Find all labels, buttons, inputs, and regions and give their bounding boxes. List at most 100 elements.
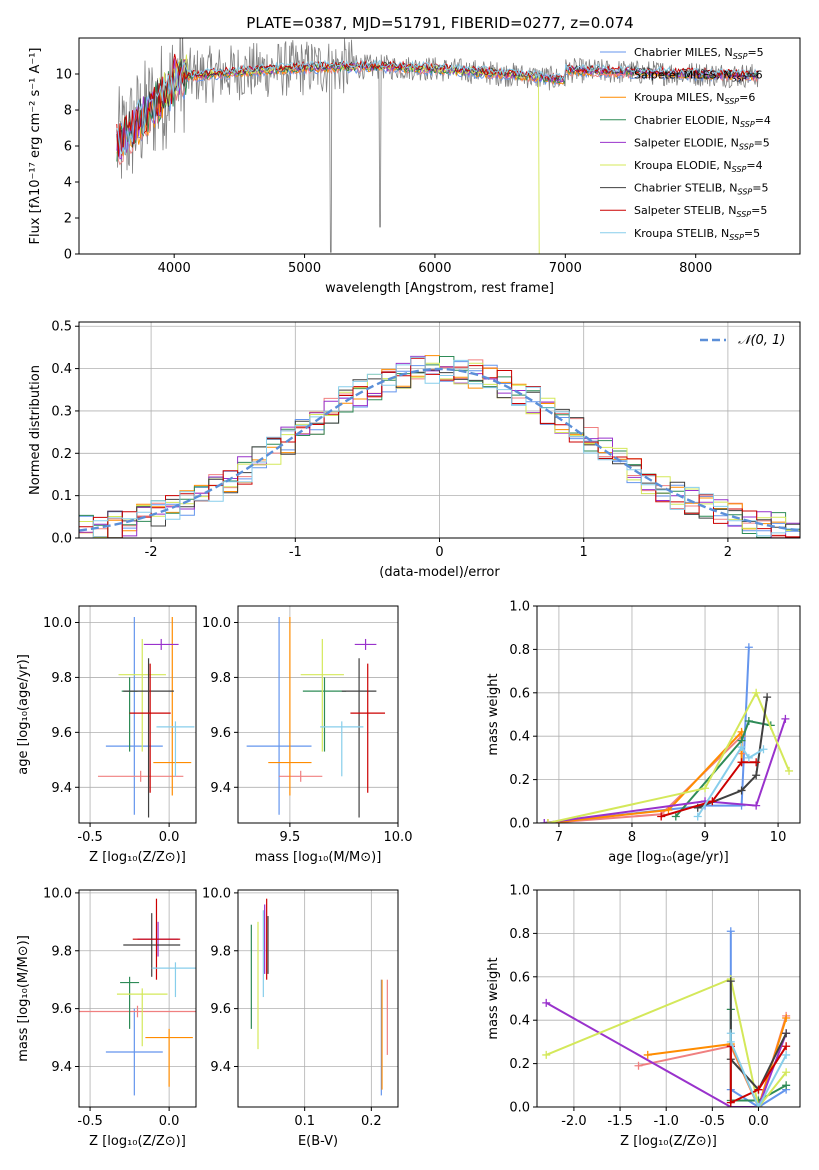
- age_vs_Z-panel: -0.5 0.0 9.4 9.6 9.8 10.0 Z [log₁₀(Z/Z⊙)] age […: [16, 605, 197, 865]
- weight_vs_age-ytick-label: 0.4: [509, 730, 530, 745]
- age_vs_Z-xtick-label: 0.0: [159, 830, 180, 845]
- mass_vs_ebv-ytick-label: 10.0: [202, 886, 231, 901]
- weight-series-marker: [782, 1029, 791, 1038]
- weight-series-line: [697, 696, 769, 809]
- mass_vs_ebv-xlabel: E(B-V): [298, 1134, 338, 1149]
- gaussian-reference-curve: [79, 367, 800, 532]
- mass_vs_Z-ytick-label: 9.4: [51, 1060, 72, 1075]
- residuals-plot-area: [79, 355, 800, 538]
- weight_vs_age-ytick-label: 0.0: [509, 817, 530, 832]
- spectrum-xtick-label: 7000: [549, 261, 582, 276]
- legend-subscript: SSP: [732, 165, 747, 174]
- residuals-xtick-label: 2: [724, 545, 732, 560]
- weight-series-marker: [763, 693, 772, 702]
- weight_vs_age-ytick-label: 0.2: [509, 773, 530, 788]
- mass_vs_Z-ytick-label: 9.6: [51, 1002, 72, 1017]
- legend-entry: 𝒩(0, 1): [738, 333, 785, 348]
- legend-subscript: SSP: [729, 233, 744, 242]
- age_vs_mass-xlabel: mass [log₁₀(M/M⊙)]: [255, 850, 382, 865]
- weight_vs_Z-xtick-label: -2.0: [561, 1114, 586, 1129]
- weight_vs_Z-ytick-label: 1.0: [509, 884, 530, 899]
- weight_vs_Z-ytick-label: 0.0: [509, 1101, 530, 1116]
- spectrum-xtick-label: 8000: [679, 261, 712, 276]
- weight_vs_age-xtick-label: 10: [770, 830, 787, 845]
- weight-series-marker: [737, 758, 746, 767]
- mass_vs_Z-panel: -0.5 0.0 9.4 9.6 9.8 10.0 Z [log₁₀(Z/Z⊙)] mass …: [16, 886, 197, 1149]
- weight-series-marker: [752, 771, 761, 780]
- spectrum-ytick-label: 8: [64, 104, 72, 119]
- spectrum-xtick-label: 4000: [158, 261, 191, 276]
- legend-entry: Kroupa STELIB, NSSP=5: [634, 227, 760, 242]
- spectrum-panel: 4000 5000 6000 7000 8000 0 2 4 6 8 10 wavelength [A…: [28, 37, 801, 296]
- mass_vs_Z-plot-area: [79, 898, 196, 1096]
- weight-series-marker: [701, 784, 710, 793]
- spectrum-xtick-label: 6000: [418, 261, 451, 276]
- residuals-xtick-label: -1: [289, 545, 302, 560]
- spectrum-plot-area: [116, 38, 759, 254]
- spectrum-model-line: [116, 60, 759, 154]
- weight_vs_Z-ytick-label: 0.2: [509, 1057, 530, 1072]
- mass_vs_ebv-ytick-label: 9.6: [210, 1002, 231, 1017]
- age_vs_mass-xtick-label: 9.5: [280, 830, 301, 845]
- spectrum-ylabel: Flux [fλ10⁻¹⁷ erg cm⁻² s⁻¹ A⁻¹]: [28, 48, 43, 245]
- weight-series-marker: [542, 1050, 551, 1059]
- age_vs_mass-ytick-label: 9.6: [210, 726, 231, 741]
- weight_vs_Z-xtick-label: -1.0: [654, 1114, 679, 1129]
- weight_vs_Z-plot-area: [542, 927, 791, 1107]
- weight_vs_Z-xlabel: Z [log₁₀(Z/Z⊙)]: [620, 1134, 717, 1149]
- legend-suffix: =4: [746, 159, 762, 172]
- weight_vs_age-ylabel: mass weight: [486, 673, 501, 755]
- spectrum-ytick-label: 6: [64, 140, 72, 155]
- weight-series-line: [545, 977, 787, 1107]
- weight-series-marker: [782, 1068, 791, 1077]
- legend-subscript: SSP: [732, 75, 747, 84]
- legend-subscript: SSP: [724, 97, 739, 106]
- residuals-xtick-label: -2: [145, 545, 158, 560]
- age_vs_mass-ytick-label: 9.4: [210, 781, 231, 796]
- age_vs_mass-plot-area: [246, 616, 386, 818]
- weight_vs_age-ytick-label: 0.8: [509, 643, 530, 658]
- weight_vs_age-plot-area: [540, 643, 794, 823]
- weight_vs_Z-xtick-label: -1.5: [607, 1114, 632, 1129]
- legend-name: Kroupa MILES, N: [634, 91, 724, 104]
- mass_vs_ebv-plot-area: [250, 898, 388, 1096]
- weight_vs_Z-xtick-label: -0.5: [700, 1114, 725, 1129]
- weight-series-marker: [754, 1103, 763, 1107]
- residuals-ytick-label: 0.5: [51, 320, 72, 335]
- weight_vs_Z-xtick-label: 0.0: [748, 1114, 769, 1129]
- spectrum-xtick-label: 5000: [288, 261, 321, 276]
- weight-series-marker: [744, 717, 753, 726]
- mass_vs_ebv-frame: [237, 889, 399, 1108]
- legend-subscript: SSP: [738, 188, 753, 197]
- spectrum-model-line: [159, 54, 540, 254]
- legend-suffix: =5: [751, 204, 767, 217]
- spectrum-xlabel: wavelength [Angstrom, rest frame]: [325, 281, 554, 296]
- weight-series-marker: [737, 743, 746, 752]
- weight_vs_age-xtick-label: 9: [701, 830, 709, 845]
- age_vs_Z-frame: [78, 605, 197, 824]
- weight-series-marker: [726, 1029, 735, 1038]
- legend-suffix: =6: [739, 91, 755, 104]
- weight_vs_age-frame: [536, 605, 801, 824]
- mass_vs_Z-xlabel: Z [log₁₀(Z/Z⊙)]: [89, 1134, 186, 1149]
- legend-entry: Chabrier MILES, NSSP=5: [634, 46, 764, 61]
- mass_vs_ebv-ytick-label: 9.8: [210, 944, 231, 959]
- legend-entry: Chabrier ELODIE, NSSP=4: [634, 114, 771, 129]
- mass_vs_Z-ylabel: mass [log₁₀(M/M⊙)]: [16, 935, 31, 1062]
- weight_vs_age-ytick-label: 1.0: [509, 600, 530, 615]
- legend-suffix: =6: [746, 69, 762, 82]
- weight-series-marker: [634, 1061, 643, 1070]
- weight-series-marker: [726, 927, 735, 936]
- weight_vs_Z-ytick-label: 0.6: [509, 970, 530, 985]
- spectrum-ytick-label: 10: [55, 68, 72, 83]
- residuals-ytick-label: 0.0: [51, 532, 72, 547]
- weight-series-marker: [744, 643, 753, 652]
- residuals-ytick-label: 0.1: [51, 489, 72, 504]
- weight_vs_age-ytick-label: 0.6: [509, 686, 530, 701]
- mass_vs_ebv-xtick-label: 0.1: [294, 1114, 315, 1129]
- residuals-xtick-label: 0: [435, 545, 443, 560]
- weight_vs_Z-frame: [536, 889, 801, 1108]
- age_vs_Z-ytick-label: 9.6: [51, 726, 72, 741]
- weight-series-marker: [737, 801, 746, 810]
